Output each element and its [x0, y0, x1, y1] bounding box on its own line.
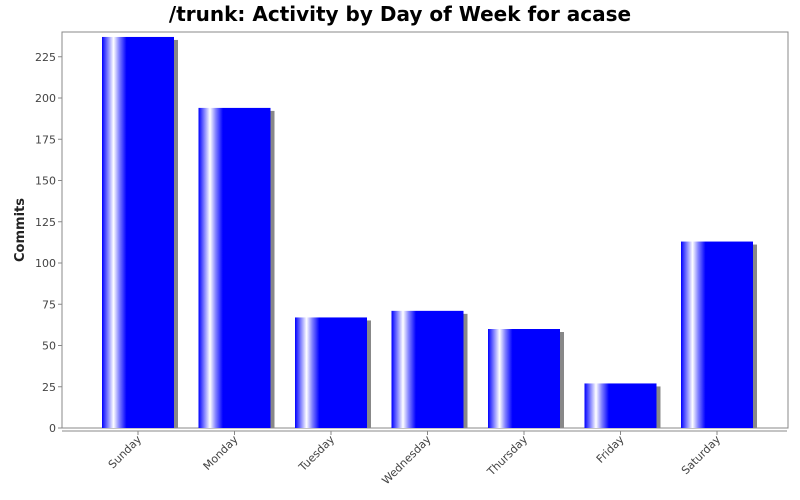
y-tick-label: 25: [42, 381, 56, 394]
bar-thursday: [488, 329, 560, 428]
chart-title: /trunk: Activity by Day of Week for acas…: [168, 2, 632, 26]
y-tick-label: 50: [42, 340, 56, 353]
y-axis-title: Commits: [13, 198, 28, 262]
bar-friday: [584, 383, 657, 428]
x-tick-label: Wednesday: [379, 433, 434, 488]
bar-sunday: [102, 36, 174, 428]
bar-saturday: [681, 241, 753, 428]
y-tick-label: 100: [35, 257, 56, 270]
y-tick-label: 150: [35, 175, 56, 188]
x-tick-label: Thursday: [484, 433, 530, 479]
x-tick-label: Tuesday: [296, 433, 338, 475]
y-tick-label: 75: [42, 298, 56, 311]
bars: [102, 36, 757, 429]
x-tick-label: Monday: [201, 433, 241, 473]
bar-monday: [198, 107, 271, 429]
bar-wednesday: [391, 310, 464, 428]
y-tick-label: 125: [35, 216, 56, 229]
y-tick-label: 175: [35, 133, 56, 146]
y-tick-label: 0: [49, 422, 56, 435]
x-axis: Sunday Monday Tuesday Wednesday Thursday Frid…: [62, 430, 787, 488]
x-tick-label: Sunday: [106, 433, 145, 472]
y-tick-label: 225: [35, 51, 56, 64]
y-tick-label: 200: [35, 92, 56, 105]
bar-tuesday: [295, 317, 367, 428]
x-tick-label: Saturday: [679, 433, 724, 478]
x-tick-label: Friday: [594, 433, 627, 466]
y-axis: 0 25 50 75 100 125 150 175 200 225: [35, 32, 63, 435]
